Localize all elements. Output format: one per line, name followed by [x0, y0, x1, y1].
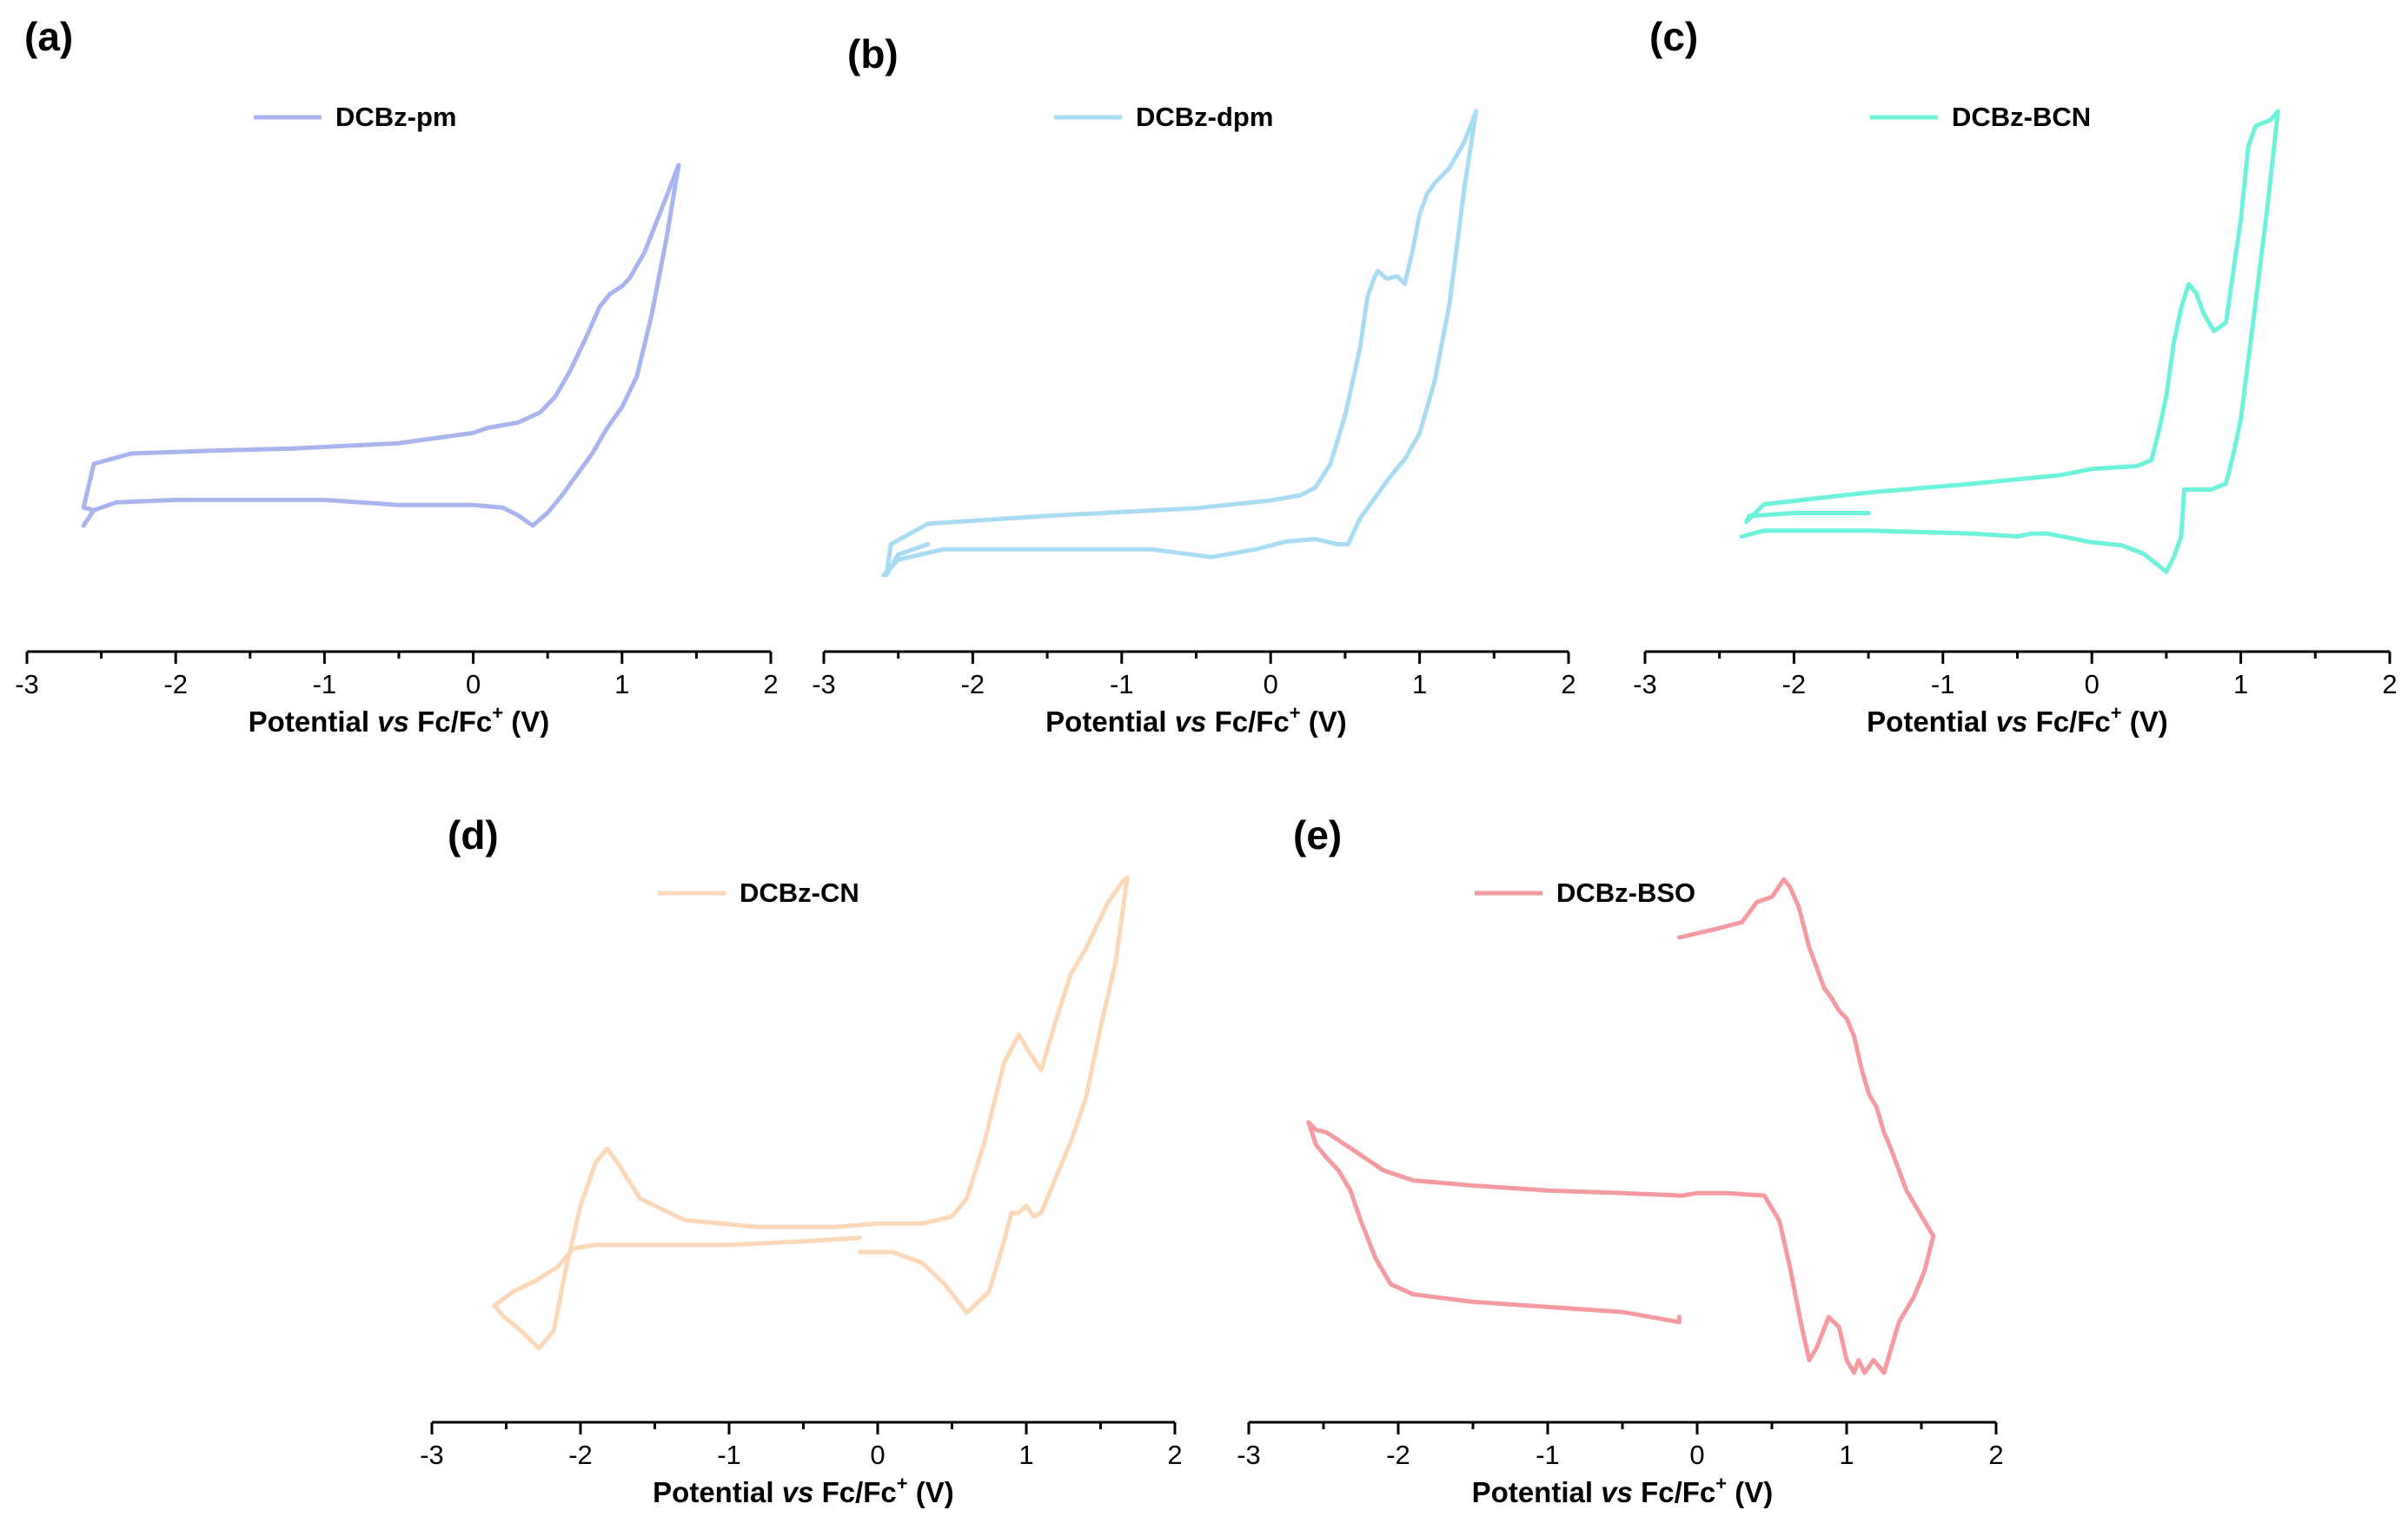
- panel-label: (d): [448, 812, 499, 858]
- x-tick-label: 0: [2085, 669, 2100, 699]
- x-tick-label: -2: [163, 669, 188, 699]
- x-tick-label: -1: [1110, 669, 1134, 699]
- x-tick-label: -2: [961, 669, 985, 699]
- x-tick-label: 1: [2233, 669, 2248, 699]
- x-tick-label: 2: [1561, 669, 1575, 699]
- legend-label: DCBz-CN: [740, 878, 859, 908]
- x-tick-label: 1: [1412, 669, 1427, 699]
- x-tick-label: 0: [1689, 1440, 1704, 1470]
- panel-label: (a): [24, 14, 73, 59]
- x-tick-label: -3: [15, 669, 39, 699]
- x-tick-label: 1: [614, 669, 629, 699]
- panel-e: (e) -3 -2 -1 0 1 2 Potential vs Fc/Fc+ (V) DCBz-…: [1237, 812, 2003, 1508]
- x-tick-label: 0: [466, 669, 481, 699]
- x-axis-title: Potential vs Fc/Fc+ (V): [1867, 702, 2168, 738]
- legend-label: DCBz-BCN: [1952, 102, 2091, 132]
- x-tick-label: 1: [1839, 1440, 1854, 1470]
- x-tick-label: 2: [763, 669, 778, 699]
- x-tick-label: -3: [420, 1440, 444, 1470]
- x-tick-label: 2: [2382, 669, 2397, 699]
- x-tick-label: 2: [1167, 1440, 1182, 1470]
- x-tick-label: -2: [568, 1440, 593, 1470]
- x-tick-label: 2: [1988, 1440, 2003, 1470]
- x-tick-label: -3: [812, 669, 836, 699]
- x-tick-label: -1: [717, 1440, 741, 1470]
- panel-c: (c) -3 -2 -1 0 1 2 Potential vs Fc/Fc+ (V) DCBz-…: [1633, 14, 2397, 738]
- x-axis-title: Potential vs Fc/Fc+ (V): [653, 1473, 954, 1508]
- x-tick-label: 0: [1264, 669, 1278, 699]
- x-tick-label: -3: [1237, 1440, 1261, 1470]
- x-axis-title: Potential vs Fc/Fc+ (V): [249, 702, 550, 738]
- panel-label: (b): [847, 31, 899, 76]
- x-tick-label: -3: [1633, 669, 1657, 699]
- x-tick-label: -1: [1536, 1440, 1560, 1470]
- panels: (a) -3 -2 -1 0 1 2 Potential vs Fc/Fc+ (V) DCBz-…: [15, 14, 2397, 1508]
- legend-label: DCBz-dpm: [1136, 102, 1273, 132]
- cv-curve: [81, 162, 681, 528]
- panel-d: (d) -3 -2 -1 0 1 2 Potential vs Fc/Fc+ (V) DCBz-…: [420, 812, 1182, 1508]
- x-tick-label: 1: [1018, 1440, 1033, 1470]
- cv-curve: [1739, 109, 2280, 574]
- panel-label: (e): [1293, 812, 1342, 858]
- cv-curve: [881, 109, 1479, 578]
- x-tick-label: 0: [870, 1440, 885, 1470]
- panel-b: (b) -3 -2 -1 0 1 2 Potential vs Fc/Fc+ (V) DCBz-…: [812, 31, 1575, 738]
- x-axis-title: Potential vs Fc/Fc+ (V): [1045, 702, 1347, 738]
- cv-curve: [1306, 877, 1936, 1375]
- x-tick-label: -1: [313, 669, 337, 699]
- x-tick-label: -1: [1931, 669, 1955, 699]
- legend-label: DCBz-BSO: [1556, 878, 1695, 908]
- x-tick-label: -2: [1386, 1440, 1410, 1470]
- x-axis-title: Potential vs Fc/Fc+ (V): [1472, 1473, 1774, 1508]
- legend-label: DCBz-pm: [335, 102, 457, 132]
- x-tick-label: -2: [1782, 669, 1807, 699]
- panel-a: (a) -3 -2 -1 0 1 2 Potential vs Fc/Fc+ (V) DCBz-…: [15, 14, 778, 738]
- cv-curve: [492, 875, 1130, 1351]
- panel-label: (c): [1649, 14, 1698, 59]
